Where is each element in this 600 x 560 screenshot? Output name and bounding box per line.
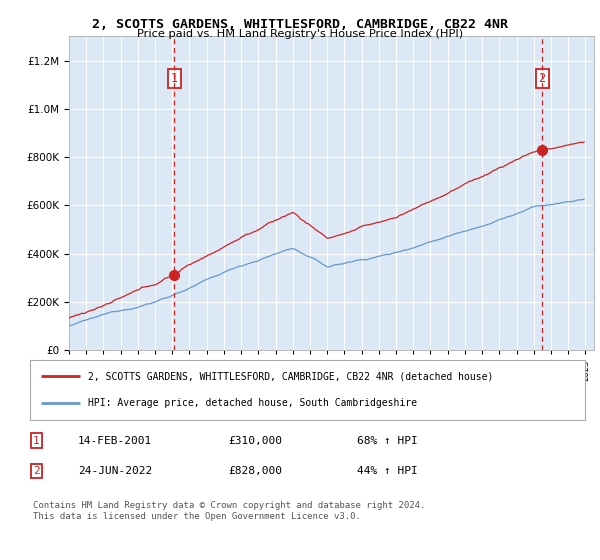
Text: HPI: Average price, detached house, South Cambridgeshire: HPI: Average price, detached house, Sout… (88, 398, 417, 408)
Text: 2, SCOTTS GARDENS, WHITTLESFORD, CAMBRIDGE, CB22 4NR (detached house): 2, SCOTTS GARDENS, WHITTLESFORD, CAMBRID… (88, 371, 494, 381)
Text: 2: 2 (33, 466, 40, 476)
Text: 1: 1 (33, 436, 40, 446)
Text: 14-FEB-2001: 14-FEB-2001 (78, 436, 152, 446)
Text: 68% ↑ HPI: 68% ↑ HPI (357, 436, 418, 446)
Text: £310,000: £310,000 (228, 436, 282, 446)
Text: 44% ↑ HPI: 44% ↑ HPI (357, 466, 418, 476)
Text: 2, SCOTTS GARDENS, WHITTLESFORD, CAMBRIDGE, CB22 4NR: 2, SCOTTS GARDENS, WHITTLESFORD, CAMBRID… (92, 18, 508, 31)
Text: £828,000: £828,000 (228, 466, 282, 476)
Text: 24-JUN-2022: 24-JUN-2022 (78, 466, 152, 476)
Text: 2: 2 (538, 72, 545, 85)
Text: Contains HM Land Registry data © Crown copyright and database right 2024.
This d: Contains HM Land Registry data © Crown c… (33, 501, 425, 521)
Text: 1: 1 (171, 72, 178, 85)
Text: Price paid vs. HM Land Registry's House Price Index (HPI): Price paid vs. HM Land Registry's House … (137, 29, 463, 39)
